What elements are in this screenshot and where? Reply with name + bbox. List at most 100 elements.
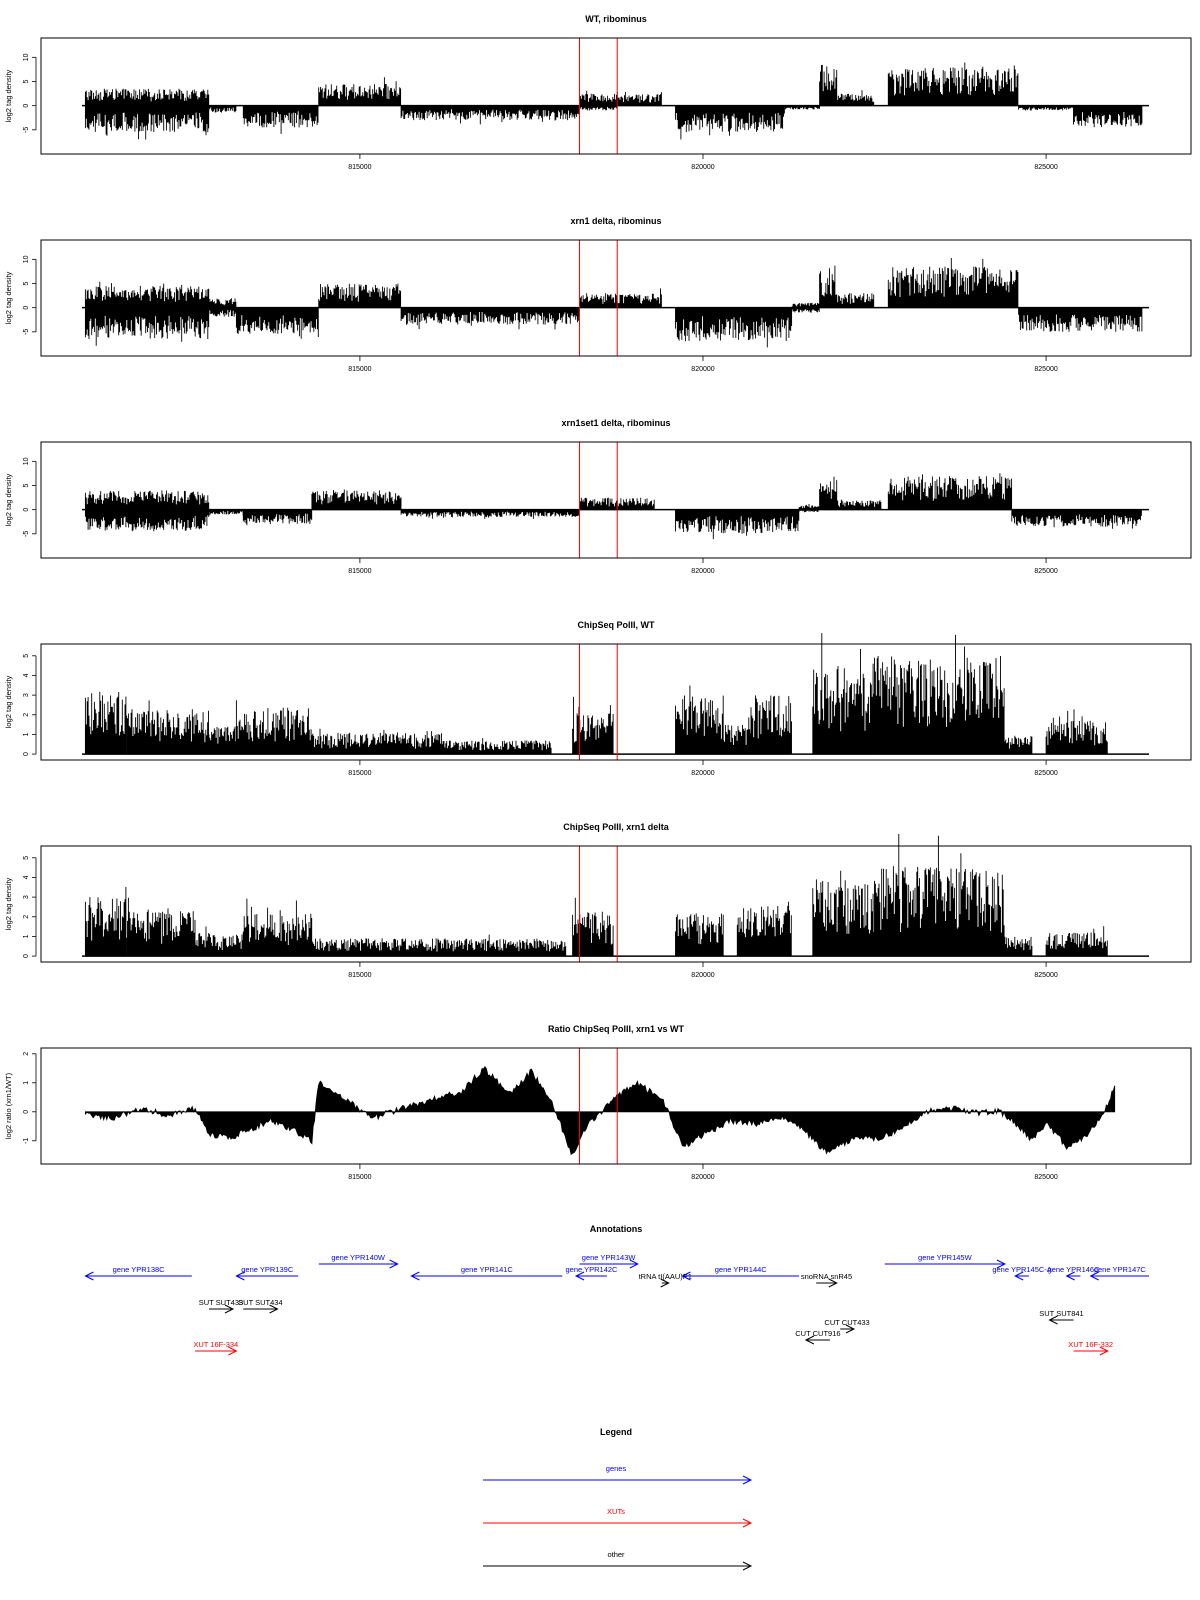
y-axis: 0 1 2 3 4 5 log2 tag density (4, 654, 37, 756)
annotation-other: SUT SUT841 (1039, 1309, 1084, 1325)
x-axis: 815000 820000 825000 (348, 760, 1058, 777)
annotation-label: SUT SUT841 (1039, 1309, 1083, 1318)
bar-segment (311, 728, 442, 755)
bar-segment (874, 834, 1005, 957)
legend-label: XUTs (607, 1507, 625, 1516)
bar-segment (572, 897, 614, 957)
arrow-head (828, 1278, 838, 1288)
y-tick-label: 10 (23, 255, 30, 263)
annotation-gene: gene YPR140W (318, 1253, 399, 1269)
bar-segment (1018, 105, 1074, 111)
annotation-gene: gene YPR141C (410, 1265, 563, 1281)
annotation-other: CUT CUT916 (795, 1329, 841, 1345)
bar-segment (1045, 709, 1108, 755)
arrow-head (681, 1271, 691, 1281)
bar-segment (887, 258, 1019, 308)
arrow-head (1089, 1271, 1099, 1281)
bar-segment (736, 901, 792, 957)
arrow-head (629, 1259, 639, 1269)
annotation-label: gene YPR145C-A (992, 1265, 1051, 1274)
legend-item-gene: genes (483, 1464, 753, 1485)
y-tick-label: -5 (23, 127, 30, 133)
legend-label: other (607, 1550, 625, 1559)
plot-frame (40, 643, 1192, 761)
y-axis: -5 0 5 10 log2 tag density (4, 255, 37, 335)
y-axis-label: log2 ratio (xrn1/WT) (4, 1072, 13, 1139)
y-tick-label: 2 (23, 915, 30, 919)
bar-segment (194, 926, 244, 957)
annotation-label: gene YPR144C (715, 1265, 768, 1274)
panel-title: xrn1 delta, ribominus (570, 216, 661, 226)
arrow-head (269, 1304, 279, 1314)
x-tick-label: 825000 (1034, 164, 1057, 171)
x-tick-label: 825000 (1034, 770, 1057, 777)
plot-frame (40, 1047, 1192, 1165)
plot-frame (40, 845, 1192, 963)
annotation-other: CUT CUT433 (824, 1318, 870, 1334)
y-axis-label: log2 tag density (4, 271, 13, 324)
arrow-head (574, 1271, 585, 1281)
bar-segment (208, 105, 237, 113)
bar-segment (208, 509, 244, 516)
y-tick-label: 1 (23, 1081, 30, 1085)
panel-title: Ratio ChipSeq PolII, xrn1 vs WT (548, 1024, 685, 1034)
bar-segment (318, 283, 402, 308)
x-tick-label: 820000 (691, 770, 714, 777)
data-marks (82, 258, 1149, 348)
x-tick-label: 820000 (691, 366, 714, 373)
y-axis-label: log2 tag density (4, 473, 13, 526)
annotation-label: XUT 16F-332 (1068, 1340, 1113, 1349)
annotation-label: CUT CUT433 (824, 1318, 869, 1327)
x-tick-label: 820000 (691, 568, 714, 575)
y-tick-label: 4 (23, 673, 30, 677)
x-axis: 815000 820000 825000 (348, 356, 1058, 373)
x-tick-label: 825000 (1034, 1174, 1057, 1181)
bar-segment (675, 509, 800, 540)
panel-title: WT, ribominus (585, 14, 647, 24)
bar-segment (208, 298, 237, 317)
x-tick-label: 825000 (1034, 366, 1057, 373)
bar-segment (887, 473, 1013, 510)
y-tick-label: 0 (23, 1110, 30, 1114)
bar-segment (311, 934, 567, 957)
bar-segment (1018, 307, 1143, 332)
data-marks (82, 473, 1149, 540)
legend-title: Legend (600, 1427, 632, 1437)
arrow-head (660, 1278, 670, 1288)
annotation-gene: gene YPR145W (884, 1253, 1007, 1269)
bar-segment (812, 633, 875, 755)
x-axis: 815000 820000 825000 (348, 962, 1058, 979)
bar-segment (572, 696, 614, 755)
bar-segment (836, 293, 875, 308)
annotation-label: gene YPR138C (113, 1265, 166, 1274)
arrow-head (804, 1335, 815, 1345)
bar-segment (84, 691, 127, 755)
x-tick-label: 815000 (348, 1174, 371, 1181)
annotation-gene: gene YPR144C (681, 1265, 800, 1281)
bar-segment (723, 717, 752, 755)
y-axis-label: log2 tag density (4, 675, 13, 728)
y-axis: -1 0 1 2 log2 ratio (xrn1/WT) (4, 1052, 37, 1144)
bar-segment (318, 77, 402, 106)
chart-panel: xrn1 delta, ribominus -5 0 5 10 log2 tag dens… (4, 216, 1192, 373)
bar-segment (235, 307, 319, 339)
x-tick-label: 825000 (1034, 972, 1057, 979)
y-tick-label: 0 (23, 306, 30, 310)
plot-frame (40, 239, 1192, 357)
arrow-head (1065, 1271, 1075, 1281)
ratio-area (85, 1066, 1116, 1156)
bar-segment (84, 886, 127, 957)
x-tick-label: 825000 (1034, 568, 1057, 575)
y-tick-label: 1 (23, 732, 30, 736)
panel-title: xrn1set1 delta, ribominus (561, 418, 670, 428)
bar-segment (84, 281, 210, 346)
annotation-label: gene YPR139C (241, 1265, 294, 1274)
bar-segment (242, 509, 313, 526)
bar-segment (126, 897, 196, 957)
annotations-title: Annotations (590, 1224, 643, 1234)
y-tick-label: 10 (23, 457, 30, 465)
bar-segment (1073, 105, 1143, 128)
arrow-head (410, 1271, 420, 1281)
bar-segment (798, 504, 820, 513)
bar-segment (1004, 735, 1033, 755)
